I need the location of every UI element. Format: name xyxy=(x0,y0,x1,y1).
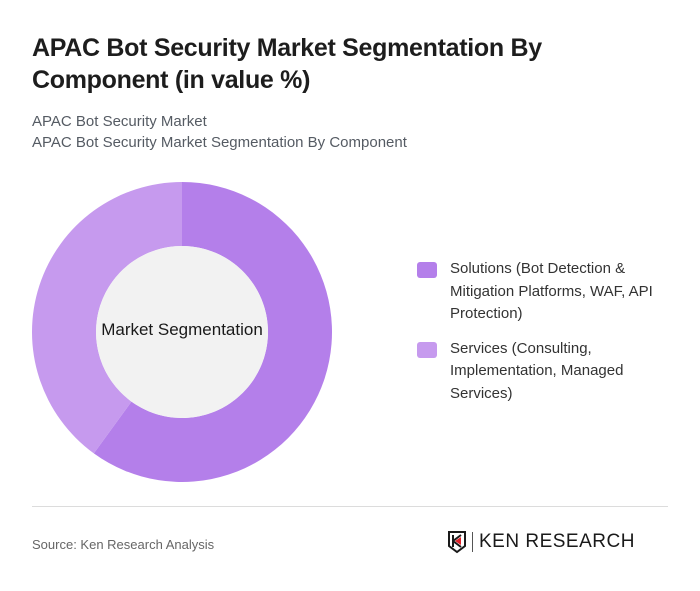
donut-slice-1 xyxy=(32,182,183,454)
logo-text: KEN RESEARCH xyxy=(479,531,635,552)
donut-slice-0 xyxy=(93,182,332,482)
ken-research-logo: KEN RESEARCH xyxy=(447,530,635,554)
logo-separator xyxy=(472,532,473,552)
legend-item-solutions: Solutions (Bot Detection & Mitigation Pl… xyxy=(417,258,677,326)
legend-label: Solutions (Bot Detection & Mitigation Pl… xyxy=(450,260,653,322)
chart-subtitle-market: APAC Bot Security Market xyxy=(32,113,207,130)
chart-title: APAC Bot Security Market Segmentation By… xyxy=(32,34,542,94)
ken-research-shield-icon xyxy=(448,531,466,554)
legend-swatch-services xyxy=(417,341,437,358)
footer-divider xyxy=(32,506,668,507)
chart-legend: Solutions (Bot Detection & Mitigation Pl… xyxy=(417,258,677,417)
donut-center-label: Market Segmentation xyxy=(101,320,263,339)
legend-label: Services (Consulting, Implementation, Ma… xyxy=(450,339,624,402)
donut-chart xyxy=(32,182,332,482)
donut-hole xyxy=(96,246,268,418)
chart-subtitle-segmentation: APAC Bot Security Market Segmentation By… xyxy=(32,134,407,151)
legend-swatch-solutions xyxy=(417,262,437,278)
legend-item-services: Services (Consulting, Implementation, Ma… xyxy=(417,338,677,406)
source-note: Source: Ken Research Analysis xyxy=(32,537,215,552)
